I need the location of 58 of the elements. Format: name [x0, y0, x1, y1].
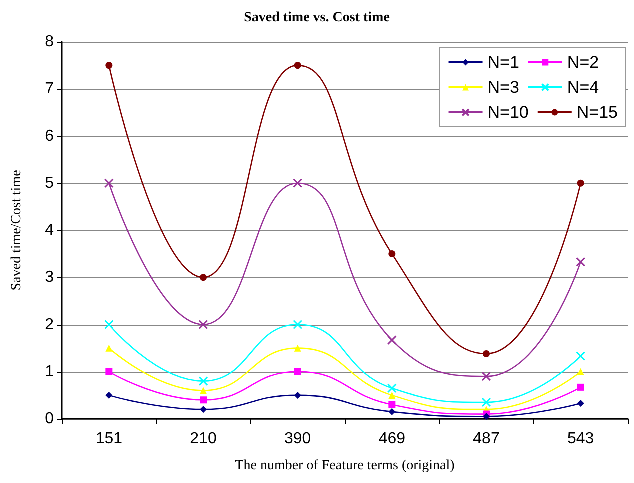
legend-label: N=3	[488, 78, 520, 97]
x-tick-label: 469	[378, 430, 406, 448]
point	[387, 384, 397, 394]
chart-title: Saved time vs. Cost time	[244, 10, 390, 26]
point	[388, 250, 396, 258]
y-tick-label: 3	[45, 269, 54, 286]
point	[106, 344, 113, 352]
point	[198, 376, 208, 386]
point	[483, 350, 490, 358]
point	[200, 387, 207, 394]
y-tick-label: 8	[45, 34, 54, 50]
point	[106, 392, 113, 399]
point	[200, 396, 207, 404]
x-tick-label: 390	[284, 430, 312, 448]
point	[577, 368, 584, 376]
y-tick-label: 4	[45, 222, 54, 239]
point	[577, 384, 584, 391]
legend-label: N=4	[567, 78, 600, 97]
point	[200, 406, 207, 414]
point	[577, 180, 584, 187]
legend-label: N=1	[488, 53, 520, 72]
point	[483, 413, 490, 420]
legend-label: N=15	[576, 103, 618, 122]
y-tick-label: 7	[45, 80, 54, 98]
point	[294, 368, 302, 376]
point	[106, 62, 113, 70]
x-tick-label: 543	[567, 430, 594, 448]
point	[294, 344, 302, 352]
x-tick-label: 151	[96, 430, 123, 448]
point	[106, 368, 113, 376]
legend-label: N=2	[567, 53, 600, 72]
x-tick-label: 210	[190, 430, 217, 448]
point	[482, 372, 492, 382]
point	[104, 320, 114, 330]
x-axis-title: The number of Feature terms (original)	[235, 458, 456, 474]
y-tick-label: 1	[45, 363, 54, 380]
point	[576, 352, 586, 362]
point	[293, 320, 303, 330]
point	[104, 178, 114, 188]
point	[200, 274, 207, 282]
legend-label: N=10	[488, 103, 529, 122]
point	[576, 257, 586, 267]
y-tick-label: 0	[45, 410, 54, 428]
y-tick-label: 2	[45, 316, 54, 334]
point	[294, 392, 302, 399]
point	[388, 401, 396, 408]
point	[198, 320, 208, 330]
point	[482, 398, 492, 408]
y-tick-label: 6	[45, 128, 54, 145]
point	[387, 336, 397, 346]
point	[577, 400, 584, 407]
point	[388, 392, 396, 399]
point	[388, 408, 396, 416]
point	[294, 62, 302, 70]
point	[293, 178, 303, 188]
y-tick-label: 5	[45, 174, 54, 192]
y-axis-title: Saved time/Cost time	[10, 170, 24, 291]
x-tick-label: 487	[473, 430, 500, 448]
